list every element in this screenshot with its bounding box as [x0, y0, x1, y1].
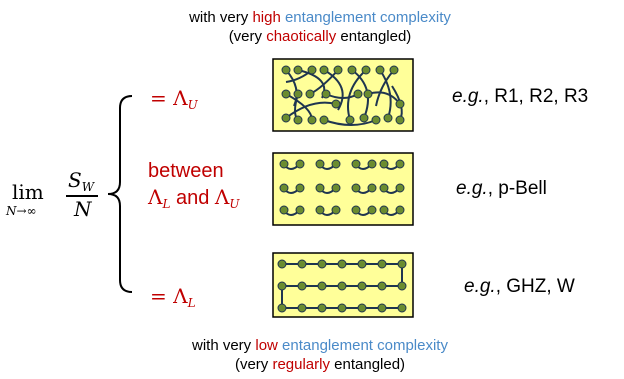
chaotic-nodes: [281, 65, 405, 125]
bottom-caption-highlight: low: [255, 337, 278, 354]
top-caption-line1: with very high entanglement complexity: [170, 8, 470, 27]
top-caption-line2-prefix: (very: [228, 28, 267, 45]
example-middle: e.g., p-Bell: [456, 178, 547, 200]
case-middle-and: and: [170, 187, 215, 209]
bottom-caption-line2-highlight: regularly: [272, 356, 330, 373]
case-upper-label: = ΛU: [150, 86, 198, 112]
top-caption-prefix: with very: [189, 9, 253, 26]
regular-nodes: [277, 259, 407, 313]
box-regular-ghz: [272, 252, 414, 318]
bottom-caption-prefix: with very: [192, 337, 256, 354]
example-lower-eg: e.g.: [464, 276, 496, 297]
case-upper-eq: = Λ: [150, 86, 188, 110]
lim-text: lim: [12, 180, 44, 204]
fraction-numerator: SW: [68, 168, 94, 194]
top-caption: with very high entanglement complexity (…: [170, 8, 470, 46]
bottom-caption-line1: with very low entanglement complexity: [170, 336, 470, 355]
case-middle-lambda-l: Λ: [148, 185, 163, 209]
top-caption-blue: entanglement complexity: [284, 9, 451, 26]
case-middle-word: between: [148, 160, 224, 182]
numerator-sub: W: [81, 180, 95, 194]
case-middle-label: between ΛL and ΛU: [148, 158, 239, 217]
case-middle-lambda-u: Λ: [214, 185, 230, 209]
lim-under: N→∞: [6, 204, 37, 218]
box-pair-bell: [272, 152, 414, 226]
top-caption-line2-suffix: entangled): [336, 28, 412, 45]
example-lower-list: , GHZ, W: [495, 276, 575, 297]
example-upper: e.g., R1, R2, R3: [452, 86, 588, 108]
box-high-complexity: [272, 58, 414, 132]
case-upper-sub: U: [187, 98, 198, 112]
fraction-bar: [66, 195, 98, 197]
case-lower-label: = ΛL: [150, 284, 196, 310]
top-caption-highlight: high: [252, 9, 281, 26]
bottom-caption-line2-suffix: entangled): [329, 356, 406, 373]
example-upper-eg: e.g.: [452, 86, 484, 107]
example-middle-eg: e.g.: [456, 178, 488, 199]
numerator-main: S: [68, 168, 82, 192]
example-middle-list: , p-Bell: [487, 178, 547, 199]
case-lower-eq: = Λ: [150, 284, 188, 308]
case-lower-sub: L: [187, 296, 196, 310]
curly-brace: [107, 95, 133, 293]
case-middle-sub-u: U: [229, 197, 240, 211]
bottom-caption-line2-prefix: (very: [234, 356, 273, 373]
case-middle-sub-l: L: [162, 197, 171, 211]
top-caption-line2-highlight: chaotically: [266, 28, 337, 45]
case-middle-range: ΛL and ΛU: [148, 184, 239, 217]
limit-formula: lim N→∞ SW N: [6, 168, 101, 228]
fraction-denominator: N: [74, 197, 92, 221]
pair-nodes: [279, 159, 405, 215]
top-caption-line2: (very chaotically entangled): [170, 27, 470, 46]
bottom-caption-line2: (very regularly entangled): [170, 355, 470, 374]
example-lower: e.g., GHZ, W: [464, 276, 575, 298]
bottom-caption: with very low entanglement complexity (v…: [170, 336, 470, 374]
bottom-caption-blue: entanglement complexity: [282, 337, 448, 354]
example-upper-list: , R1, R2, R3: [483, 86, 589, 107]
